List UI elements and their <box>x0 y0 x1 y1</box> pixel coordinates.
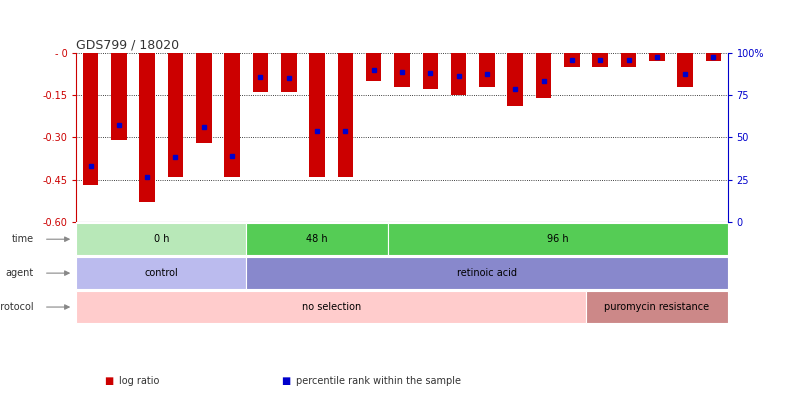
Bar <box>168 53 183 177</box>
Bar <box>280 53 296 92</box>
Bar <box>450 53 466 95</box>
Bar <box>196 53 211 143</box>
Text: 48 h: 48 h <box>306 234 328 244</box>
Bar <box>620 53 635 67</box>
Bar <box>535 53 551 98</box>
Bar <box>507 53 523 107</box>
Bar <box>83 53 98 185</box>
Bar <box>365 53 381 81</box>
Bar <box>309 53 324 177</box>
Bar <box>676 53 692 87</box>
Bar <box>252 53 268 92</box>
Bar <box>422 53 438 90</box>
Bar <box>564 53 579 67</box>
Bar <box>592 53 607 67</box>
Text: log ratio: log ratio <box>119 376 159 386</box>
Text: ■: ■ <box>104 376 114 386</box>
Bar <box>76 223 246 256</box>
Text: ■: ■ <box>281 376 291 386</box>
Bar <box>224 53 239 177</box>
Text: control: control <box>145 268 178 278</box>
Bar <box>387 223 727 256</box>
Text: retinoic acid: retinoic acid <box>456 268 516 278</box>
Bar <box>111 53 127 140</box>
Bar <box>76 291 585 323</box>
Text: 0 h: 0 h <box>153 234 169 244</box>
Text: percentile rank within the sample: percentile rank within the sample <box>296 376 460 386</box>
Text: agent: agent <box>6 268 34 278</box>
Text: GDS799 / 18020: GDS799 / 18020 <box>76 38 179 51</box>
Text: 96 h: 96 h <box>546 234 568 244</box>
Bar <box>648 53 664 61</box>
Bar <box>705 53 720 61</box>
Bar <box>585 291 727 323</box>
Text: no selection: no selection <box>301 302 361 312</box>
Text: time: time <box>12 234 34 244</box>
Bar <box>479 53 494 87</box>
Text: puromycin resistance: puromycin resistance <box>604 302 708 312</box>
Bar <box>337 53 353 177</box>
Text: growth protocol: growth protocol <box>0 302 34 312</box>
Bar <box>246 257 727 290</box>
Bar <box>393 53 410 87</box>
Bar <box>139 53 155 202</box>
Bar <box>246 223 387 256</box>
Bar <box>76 257 246 290</box>
